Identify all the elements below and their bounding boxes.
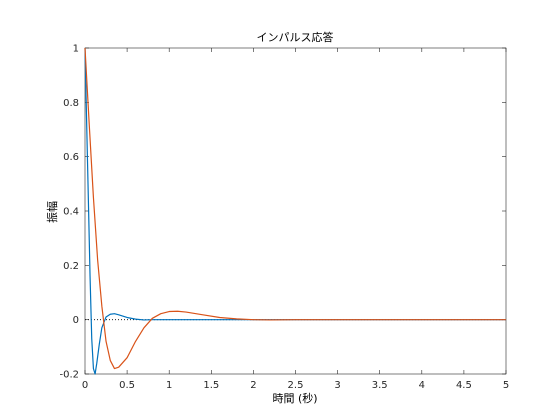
x-tick-label: 4 xyxy=(419,380,425,391)
x-tick-label: 3 xyxy=(334,380,340,391)
y-axis-label: 振幅 xyxy=(45,201,59,223)
y-axis: -0.2 0 0.2 0.4 0.6 0.8 1 xyxy=(59,44,506,381)
y-tick-label: 0 xyxy=(73,315,79,326)
x-tick-label: 1.5 xyxy=(203,380,219,391)
x-tick-label: 3.5 xyxy=(372,380,388,391)
x-tick-label: 1 xyxy=(166,380,172,391)
y-tick-label: 1 xyxy=(73,44,79,55)
x-tick-label: 4.5 xyxy=(456,380,472,391)
x-tick-label: 2 xyxy=(250,380,256,391)
x-axis-label: 時間 (秒) xyxy=(272,391,317,405)
series-group xyxy=(84,47,506,375)
series-line-2 xyxy=(84,47,506,370)
x-tick-label: 0.5 xyxy=(119,380,135,391)
plot-area xyxy=(84,47,507,375)
x-axis: 0 0.5 1 1.5 2 2.5 3 3.5 4 4.5 5 xyxy=(82,48,509,391)
y-tick-label: 0.2 xyxy=(63,261,79,272)
chart-title: インパルス応答 xyxy=(257,30,334,44)
y-tick-label: 0.4 xyxy=(63,207,79,218)
y-tick-label: -0.2 xyxy=(59,370,79,381)
y-tick-label: 0.8 xyxy=(63,98,79,109)
y-tick-label: 0.6 xyxy=(63,152,79,163)
x-tick-label: 2.5 xyxy=(288,380,304,391)
x-tick-label: 5 xyxy=(503,380,509,391)
x-tick-label: 0 xyxy=(82,380,88,391)
